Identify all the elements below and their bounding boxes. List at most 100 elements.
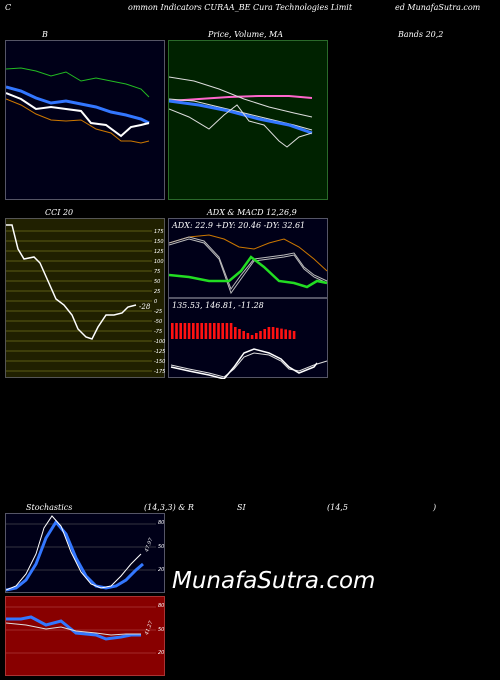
macd-histogram-bar — [255, 333, 258, 339]
rsi-tick-20: 20 — [158, 650, 165, 656]
middle-band-line — [6, 85, 150, 125]
macd-histogram-bar — [208, 323, 212, 339]
macd-histogram-bar — [175, 323, 178, 339]
rsi-tick-80: 80 — [158, 603, 165, 609]
macd-histogram-bar — [259, 331, 262, 339]
stoch-label: Stochastics — [26, 503, 73, 512]
rsi-paren: ) — [433, 503, 437, 512]
cci-chart: 175 150 125 100 75 50 25 0 -25 -50 -75 -100 -125 -150… — [6, 224, 165, 375]
macd-histogram-bar — [192, 323, 195, 339]
white-ma-upper — [169, 76, 313, 118]
cci-tick-label: -150 — [154, 359, 165, 365]
cci-tick-label: 0 — [154, 299, 157, 305]
macd-histogram-bar — [171, 323, 174, 339]
cci-tick-label: -125 — [154, 349, 165, 355]
stoch-tick-20: 20 — [158, 567, 165, 573]
bollinger-chart — [6, 67, 150, 144]
macd-signal-line — [170, 352, 328, 378]
macd-histogram-bar — [229, 323, 233, 339]
adx-chart — [169, 234, 328, 295]
stoch-d-line — [6, 519, 144, 592]
cci-tick-label: -75 — [154, 329, 162, 335]
rsi-white-line — [6, 622, 141, 636]
cci-tick-label: -100 — [154, 339, 165, 345]
bands-label-right: Bands 20,2 — [398, 30, 444, 39]
cci-panel: 175 150 125 100 75 50 25 0 -25 -50 -75 -100 -125 -150… — [5, 218, 165, 378]
macd-histogram-bar — [221, 323, 224, 339]
macd-histogram-bar — [187, 323, 191, 339]
macd-values: 135.53, 146.81, -11.28 — [172, 301, 264, 310]
macd-histogram-bar — [234, 327, 237, 339]
cci-label: CCI 20 — [45, 208, 74, 217]
macd-panel: 135.53, 146.81, -11.28 — [168, 298, 328, 379]
macd-histogram-bar — [288, 330, 292, 339]
macd-histogram-bar — [225, 323, 229, 339]
macd-histogram-bar — [246, 333, 250, 339]
cci-tick-label: -50 — [154, 319, 162, 325]
cci-tick-label: -25 — [154, 309, 162, 315]
adx-orange-line — [169, 234, 328, 272]
cci-tick-label: 25 — [154, 289, 160, 295]
white-ma-lower — [169, 98, 313, 131]
macd-histogram-bar — [276, 327, 279, 339]
rsi-panel: 41.27 80 50 20 — [5, 596, 165, 676]
site-name: ed MunafaSutra.com — [395, 3, 481, 12]
macd-histogram-bar — [204, 323, 208, 339]
macd-histogram-bar — [263, 329, 266, 339]
rsi-params: (14,5 — [327, 503, 348, 512]
cci-tick-label: 150 — [154, 239, 164, 245]
price-ma-panel — [168, 40, 328, 200]
stoch-k-line — [6, 515, 142, 591]
adx-header: ADX & MACD 12,26,9 — [207, 208, 297, 217]
macd-histogram-bar — [183, 323, 187, 339]
adx-panel: ADX: 22.9 +DY: 20.46 -DY: 32.61 — [168, 218, 328, 298]
macd-histogram-bar — [292, 331, 296, 339]
cci-value: -28 — [139, 303, 151, 311]
macd-histogram-bar — [250, 335, 254, 339]
macd-histogram-bar — [267, 327, 271, 339]
adx-green-line — [169, 255, 328, 289]
macd-histogram-bar — [217, 323, 220, 339]
rsi-chart — [6, 606, 156, 654]
macd-histogram-bar — [284, 329, 287, 339]
macd-histogram-bar — [271, 327, 275, 339]
cci-tick-label: -175 — [154, 369, 165, 375]
cci-tick-label: 175 — [154, 229, 164, 235]
cci-tick-label: 75 — [154, 269, 160, 275]
lower-band-line — [6, 98, 150, 144]
page-title: ommon Indicators CURAA_BE Cura Technolog… — [128, 3, 353, 12]
macd-chart — [170, 323, 328, 379]
cci-line — [6, 224, 137, 340]
stoch-tick-50: 50 — [158, 544, 165, 550]
upper-band-line — [6, 67, 150, 98]
price-ma-chart — [169, 76, 313, 148]
rsi-label: SI — [237, 503, 246, 512]
macd-histogram-bar — [196, 323, 199, 339]
cci-tick-label: 100 — [154, 259, 164, 265]
price-line — [6, 92, 150, 138]
cci-tick-label: 50 — [154, 279, 160, 285]
bands-label-b: B — [42, 30, 48, 39]
ma-label: Price, Volume, MA — [208, 30, 284, 39]
adx-values: ADX: 22.9 +DY: 20.46 -DY: 32.61 — [172, 221, 306, 230]
macd-histogram-bar — [213, 323, 216, 339]
watermark: MunafaSutra.com — [172, 568, 376, 594]
bollinger-panel — [5, 40, 165, 200]
pink-ma-line — [169, 95, 313, 102]
stochastic-panel: 47.97 80 50 20 — [5, 513, 165, 593]
stoch-params: (14,3,3) & R — [144, 503, 194, 512]
price-line-green — [169, 104, 313, 148]
macd-histogram-bar — [179, 323, 182, 339]
cci-tick-label: 125 — [154, 249, 164, 255]
macd-histogram-bar — [200, 323, 203, 339]
stoch-tick-80: 80 — [158, 520, 165, 526]
adx-white-line-b — [169, 238, 328, 295]
macd-line — [170, 348, 318, 379]
rsi-blue-line — [6, 615, 141, 641]
macd-histogram-bar — [280, 328, 283, 339]
rsi-tick-50: 50 — [158, 627, 165, 633]
macd-histogram-bar — [238, 329, 241, 339]
blue-ma-line — [169, 99, 313, 135]
macd-histogram-bar — [242, 331, 245, 339]
stochastic-chart — [6, 515, 156, 592]
